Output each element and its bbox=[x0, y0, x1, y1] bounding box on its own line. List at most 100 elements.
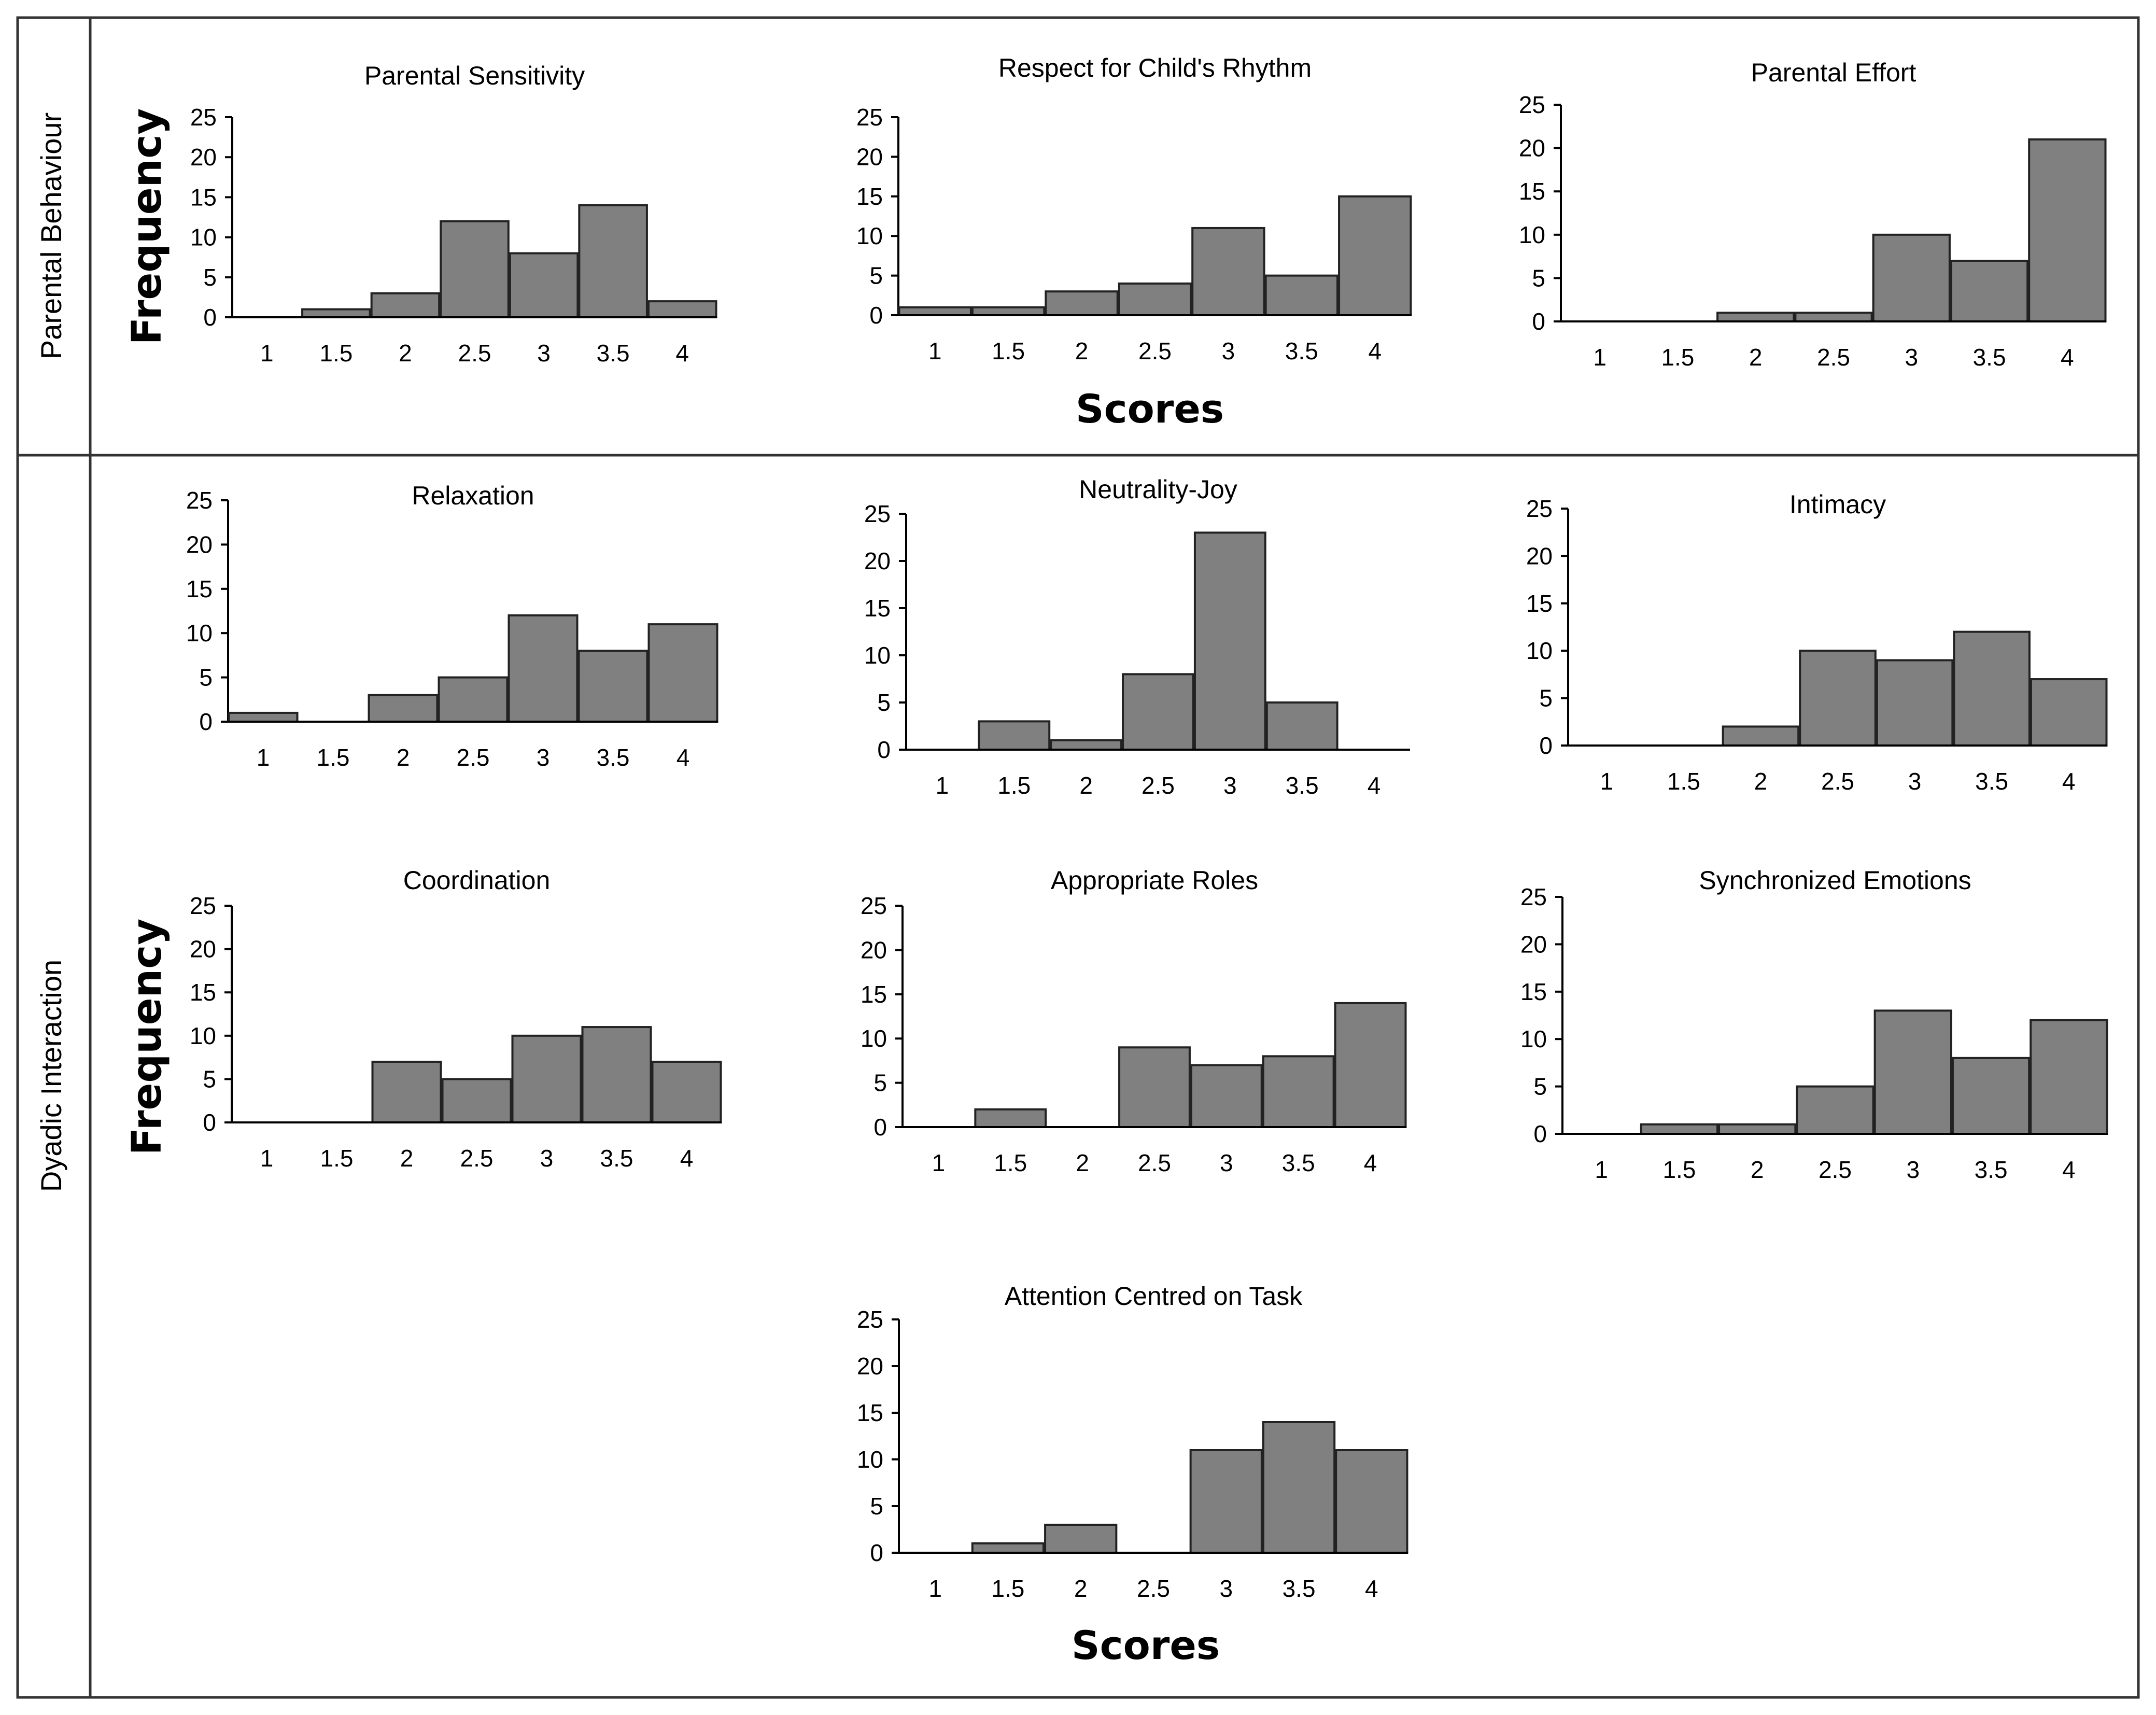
y-tick-label: 10 bbox=[1526, 637, 1553, 664]
x-tick-label: 4 bbox=[1368, 772, 1381, 799]
x-tick-label: 3.5 bbox=[1286, 772, 1319, 799]
bar-2 bbox=[1050, 739, 1123, 751]
chart-panel: Appropriate Roles 0 5 10 15 20 25 1 1.5 2 2.5 3 3.5 4 bbox=[861, 866, 1407, 1176]
chart-panel: Respect for Child's Rhythm 0 5 10 15 20 25 1 1.5… bbox=[856, 53, 1412, 364]
x-tick-label: 1.5 bbox=[1661, 344, 1694, 371]
y-tick-label: 15 bbox=[856, 183, 883, 210]
x-tick-label: 2.5 bbox=[1817, 344, 1850, 371]
x-tick-label: 2 bbox=[1075, 338, 1089, 364]
bar-2 bbox=[1044, 1524, 1118, 1554]
x-tick-label: 2 bbox=[1076, 1149, 1089, 1176]
bar-4 bbox=[651, 1060, 722, 1123]
chart-panel: Synchronized Emotions 0 5 10 15 20 25 1 1.5 2 2.5 3… bbox=[1520, 866, 2108, 1183]
y-tick-label: 0 bbox=[1539, 732, 1553, 759]
x-tick-label: 3.5 bbox=[1285, 338, 1318, 364]
bar-4 bbox=[1335, 1449, 1408, 1554]
x-tick-label: 2 bbox=[1074, 1575, 1088, 1602]
y-tick-label: 25 bbox=[190, 892, 216, 919]
y-tick-label: 15 bbox=[1526, 590, 1553, 617]
bar-3 bbox=[1193, 531, 1266, 751]
bar-1-5 bbox=[301, 308, 371, 318]
x-tick-label: 3 bbox=[1219, 1575, 1233, 1602]
bar-3 bbox=[509, 252, 579, 319]
bar-1-5 bbox=[974, 1108, 1047, 1129]
x-tick-label: 4 bbox=[1365, 1575, 1378, 1602]
bar-4 bbox=[647, 623, 718, 723]
chart-title: Intimacy bbox=[1789, 490, 1886, 519]
x-tick-label: 3 bbox=[1908, 768, 1922, 795]
y-tick-label: 10 bbox=[864, 642, 891, 669]
chart-panel: Relaxation 0 5 10 15 20 25 1 1.5 2 2.5 3 3.5 4 bbox=[186, 481, 718, 771]
bar-1-5 bbox=[971, 1542, 1045, 1554]
y-tick-label: 0 bbox=[870, 1539, 883, 1566]
bar-1-5 bbox=[971, 306, 1046, 316]
y-tick-label: 20 bbox=[1520, 931, 1547, 958]
y-tick-label: 15 bbox=[190, 184, 217, 210]
x-tick-label: 4 bbox=[2061, 344, 2074, 371]
bar-4 bbox=[2030, 678, 2108, 747]
y-tick-label: 10 bbox=[1519, 221, 1545, 248]
x-tick-label: 2.5 bbox=[1819, 1156, 1852, 1183]
chart-title: Parental Effort bbox=[1751, 58, 1917, 87]
y-tick-label: 10 bbox=[857, 1446, 883, 1473]
bar-3 bbox=[1873, 1009, 1952, 1135]
x-tick-label: 3 bbox=[1222, 338, 1235, 364]
y-tick-label: 20 bbox=[190, 936, 216, 963]
y-tick-label: 15 bbox=[1520, 978, 1547, 1005]
y-tick-label: 15 bbox=[186, 575, 213, 602]
x-tick-label: 3.5 bbox=[1282, 1149, 1315, 1176]
x-tick-label: 4 bbox=[675, 340, 689, 367]
bar-1 bbox=[898, 306, 972, 316]
y-tick-label: 25 bbox=[1520, 883, 1547, 910]
bar-2 bbox=[1722, 725, 1800, 747]
x-tick-label: 1.5 bbox=[994, 1149, 1027, 1176]
bar-4 bbox=[2028, 138, 2107, 322]
x-tick-label: 2 bbox=[1749, 344, 1763, 371]
bar-2 bbox=[371, 1060, 442, 1123]
y-tick-label: 10 bbox=[856, 222, 883, 249]
chart-title: Appropriate Roles bbox=[1051, 866, 1258, 895]
y-tick-label: 15 bbox=[1519, 178, 1545, 205]
x-tick-label: 1.5 bbox=[997, 772, 1031, 799]
section-label-dyadic-interaction: Dyadic Interaction bbox=[35, 960, 67, 1192]
y-tick-label: 25 bbox=[1526, 495, 1553, 522]
bar-2 bbox=[368, 694, 439, 723]
bar-3-5 bbox=[581, 1026, 652, 1123]
x-tick-label: 1 bbox=[1595, 1156, 1608, 1183]
chart-title: Relaxation bbox=[412, 481, 534, 510]
chart-title: Neutrality-Joy bbox=[1079, 475, 1237, 504]
chart-panel: Attention Centred on Task 0 5 10 15 20 25 1 1.5 2… bbox=[857, 1282, 1408, 1602]
y-tick-label: 5 bbox=[203, 264, 217, 291]
x-tick-label: 2.5 bbox=[458, 340, 491, 367]
bar-2-5 bbox=[441, 1078, 512, 1123]
chart-title: Synchronized Emotions bbox=[1699, 866, 1971, 895]
bar-2-5 bbox=[1122, 673, 1194, 751]
x-tick-label: 1 bbox=[257, 744, 270, 771]
x-tick-label: 1 bbox=[260, 340, 274, 367]
x-tick-label: 1.5 bbox=[320, 1145, 354, 1172]
x-axis-label-bottom: Scores bbox=[1072, 1622, 1220, 1668]
y-tick-label: 5 bbox=[873, 1070, 887, 1097]
y-tick-label: 20 bbox=[1526, 542, 1553, 569]
x-tick-label: 1.5 bbox=[992, 338, 1025, 364]
bar-3-5 bbox=[1950, 259, 2029, 322]
bar-2-5 bbox=[1118, 282, 1192, 317]
y-tick-label: 0 bbox=[199, 708, 213, 735]
bar-2-5 bbox=[1794, 312, 1873, 323]
y-tick-label: 20 bbox=[1519, 135, 1545, 162]
x-tick-label: 1 bbox=[936, 772, 949, 799]
bar-3 bbox=[1876, 659, 1954, 747]
bar-3 bbox=[511, 1034, 582, 1124]
bar-3-5 bbox=[577, 650, 649, 723]
x-tick-label: 1 bbox=[260, 1145, 274, 1172]
x-tick-label: 1 bbox=[1600, 768, 1613, 795]
y-tick-label: 10 bbox=[190, 1022, 216, 1049]
bar-3 bbox=[1189, 1449, 1263, 1554]
bar-2-5 bbox=[1118, 1046, 1191, 1129]
y-tick-label: 25 bbox=[857, 1306, 883, 1333]
chart-title: Coordination bbox=[403, 866, 551, 895]
x-tick-label: 3.5 bbox=[1283, 1575, 1316, 1602]
x-tick-label: 3 bbox=[1223, 772, 1237, 799]
